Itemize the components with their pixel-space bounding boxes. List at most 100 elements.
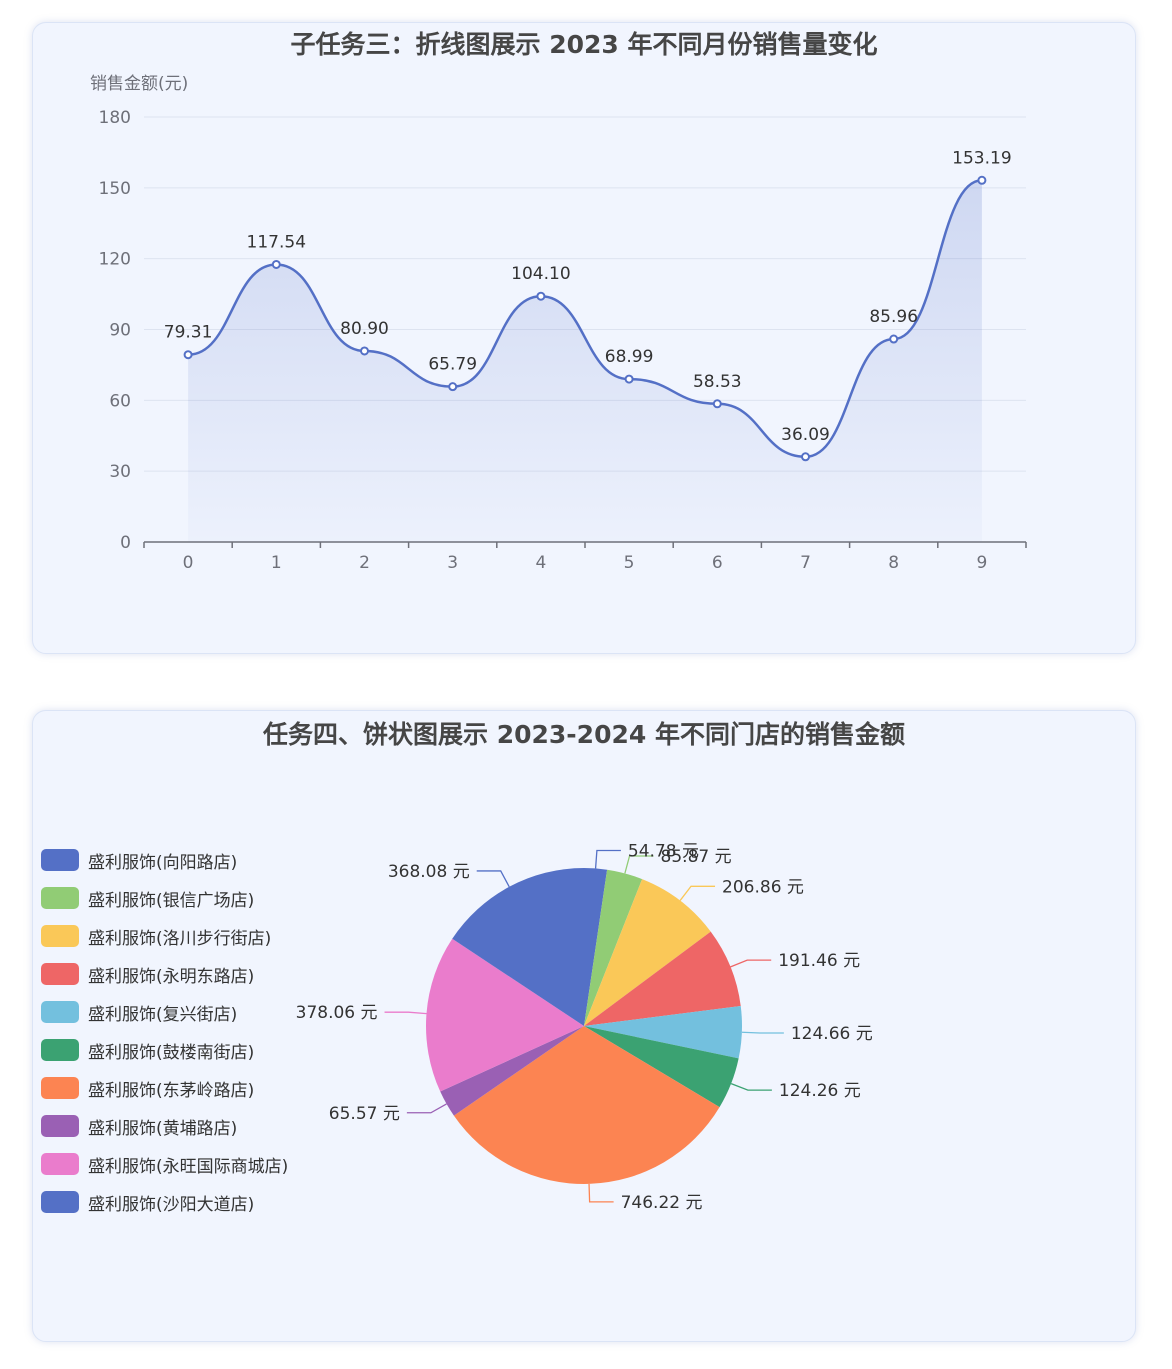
label-leader-line xyxy=(384,1011,427,1015)
legend-swatch xyxy=(41,963,79,985)
x-tick-label: 0 xyxy=(183,553,194,573)
data-point[interactable] xyxy=(977,175,987,185)
line-chart-card: 子任务三：折线图展示 2023 年不同月份销售量变化 0 30 60 90 120 150… xyxy=(32,22,1136,654)
label-leader-line xyxy=(730,959,772,968)
pie-slice[interactable] xyxy=(584,869,643,1026)
data-label: 65.79 xyxy=(428,355,477,375)
data-label: 79.31 xyxy=(164,323,213,343)
label-leader-line xyxy=(624,855,654,874)
legend-label: 盛利服饰(银信广场店) xyxy=(88,890,255,911)
legend-item[interactable]: 盛利服饰(向阳路店) xyxy=(41,841,288,879)
data-point[interactable] xyxy=(183,350,193,360)
x-tick-label: 1 xyxy=(271,553,282,573)
pie-slice[interactable] xyxy=(584,879,711,1026)
legend-item[interactable]: 盛利服饰(黄埔路店) xyxy=(41,1107,288,1145)
pie-slice[interactable] xyxy=(440,1026,584,1116)
pie-slice[interactable] xyxy=(584,931,741,1026)
legend-item[interactable]: 盛利服饰(永明东路店) xyxy=(41,955,288,993)
data-point[interactable] xyxy=(624,374,634,384)
y-tick-label: 60 xyxy=(109,391,131,411)
x-tick-label: 2 xyxy=(359,553,370,573)
y-tick-label: 30 xyxy=(109,462,131,482)
slice-label: 368.08 元 xyxy=(388,862,470,882)
series-line xyxy=(188,179,983,459)
pie-slice[interactable] xyxy=(453,1026,720,1184)
x-tick-label: 6 xyxy=(712,553,723,573)
legend-swatch xyxy=(41,1077,79,1099)
data-label: 36.09 xyxy=(781,425,830,445)
legend-label: 盛利服饰(向阳路店) xyxy=(88,852,238,873)
line-chart-title: 子任务三：折线图展示 2023 年不同月份销售量变化 xyxy=(290,30,878,59)
legend-label: 盛利服饰(沙阳大道店) xyxy=(88,1194,255,1215)
legend-item[interactable]: 盛利服饰(永旺国际商城店) xyxy=(41,1145,288,1183)
y-tick-label: 150 xyxy=(99,179,131,199)
legend-item[interactable]: 盛利服饰(沙阳大道店) xyxy=(41,1183,288,1221)
data-label: 68.99 xyxy=(605,347,654,367)
data-label: 58.53 xyxy=(693,372,742,392)
slice-label: 124.66 元 xyxy=(791,1024,873,1044)
legend-label: 盛利服饰(黄埔路店) xyxy=(88,1118,238,1139)
legend-swatch xyxy=(41,1115,79,1137)
line-area-fill xyxy=(188,180,982,542)
slice-label: 378.06 元 xyxy=(296,1003,378,1023)
slice-label: 54.78 元 xyxy=(628,841,699,861)
pie-legend: 盛利服饰(向阳路店) 盛利服饰(银信广场店) 盛利服饰(洛川步行街店) 盛利服饰(永明… xyxy=(41,841,288,1221)
data-label: 117.54 xyxy=(247,232,306,252)
line-chart: 0 30 60 90 120 150 180 0 1 2 3 4 5 6 7 8 9 79.31 117.54 8… xyxy=(90,74,1027,573)
slice-label: 206.86 元 xyxy=(722,877,804,897)
y-axis-title: 销售金额(元) xyxy=(90,74,188,94)
label-leader-line xyxy=(406,1103,447,1114)
legend-swatch xyxy=(41,1039,79,1061)
legend-item[interactable]: 盛利服饰(东茅岭路店) xyxy=(41,1069,288,1107)
data-point[interactable] xyxy=(448,382,458,392)
data-point[interactable] xyxy=(801,452,810,462)
data-point[interactable] xyxy=(360,346,369,356)
x-tick-label: 4 xyxy=(535,553,546,573)
legend-label: 盛利服饰(鼓楼南街店) xyxy=(88,1042,255,1063)
data-label: 153.19 xyxy=(952,148,1011,168)
slice-label: 191.46 元 xyxy=(778,951,860,971)
legend-label: 盛利服饰(东茅岭路店) xyxy=(88,1080,255,1101)
legend-swatch xyxy=(41,1153,79,1175)
x-tick-label: 8 xyxy=(888,553,899,573)
legend-item[interactable]: 盛利服饰(洛川步行街店) xyxy=(41,917,288,955)
label-leader-line xyxy=(741,1031,784,1034)
legend-swatch xyxy=(41,849,79,871)
y-tick-label: 0 xyxy=(120,533,131,553)
pie-chart-title: 任务四、饼状图展示 2023-2024 年不同门店的销售金额 xyxy=(263,720,905,749)
legend-swatch xyxy=(41,1001,79,1023)
legend-swatch xyxy=(41,925,79,947)
slice-label: 65.57 元 xyxy=(329,1104,400,1124)
slice-label: 85.87 元 xyxy=(661,847,732,867)
legend-item[interactable]: 盛利服饰(银信广场店) xyxy=(41,879,288,917)
slice-label: 124.26 元 xyxy=(779,1081,861,1101)
pie-slice[interactable] xyxy=(452,868,584,1026)
y-tick-label: 90 xyxy=(109,321,131,341)
legend-swatch xyxy=(41,887,79,909)
pie-chart-card: 任务四、饼状图展示 2023-2024 年不同门店的销售金额 盛利服饰(向阳路店… xyxy=(32,710,1136,1342)
pie-slice[interactable] xyxy=(584,1005,742,1059)
x-tick-label: 3 xyxy=(447,553,458,573)
data-point[interactable] xyxy=(271,259,281,269)
label-leader-line xyxy=(594,849,621,869)
data-point[interactable] xyxy=(712,399,722,409)
pie-slice[interactable] xyxy=(584,1026,739,1108)
label-leader-line xyxy=(679,885,716,901)
label-leader-line xyxy=(588,1183,614,1203)
pie-slice[interactable] xyxy=(426,938,584,1092)
data-point[interactable] xyxy=(536,291,546,301)
pie-chart: 54.78 元85.87 元 206.86 元 191.46 元 124.66 元 12… xyxy=(296,841,873,1212)
legend-swatch xyxy=(41,1191,79,1213)
legend-item[interactable]: 盛利服饰(鼓楼南街店) xyxy=(41,1031,288,1069)
y-tick-label: 120 xyxy=(99,250,131,270)
y-tick-label: 180 xyxy=(99,108,131,128)
legend-label: 盛利服饰(复兴街店) xyxy=(88,1004,238,1025)
label-leader-line xyxy=(476,870,510,888)
legend-item[interactable]: 盛利服饰(复兴街店) xyxy=(41,993,288,1031)
x-tick-label: 5 xyxy=(624,553,635,573)
pie-slice[interactable] xyxy=(584,868,608,1026)
label-leader-line xyxy=(730,1082,772,1091)
data-label: 104.10 xyxy=(511,264,570,284)
data-point[interactable] xyxy=(889,334,899,344)
legend-label: 盛利服饰(永旺国际商城店) xyxy=(88,1156,289,1177)
